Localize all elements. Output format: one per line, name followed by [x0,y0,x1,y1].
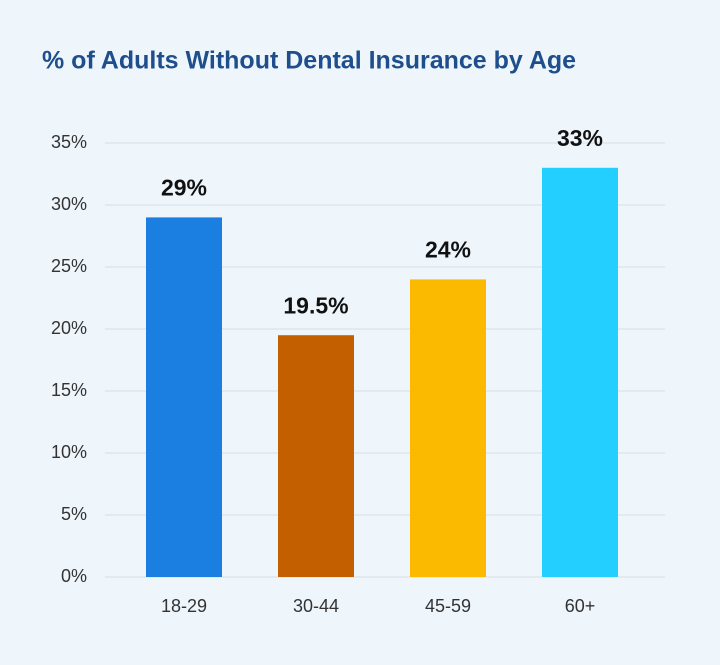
bar [410,279,486,577]
bar [146,217,222,577]
y-tick-label: 35% [51,132,87,152]
x-tick-label: 60+ [565,596,596,616]
value-label: 29% [161,174,207,200]
y-tick-label: 0% [61,566,87,586]
x-tick-label: 18-29 [161,596,207,616]
y-tick-label: 30% [51,194,87,214]
value-label: 33% [557,125,603,151]
bar [542,167,618,578]
y-tick-label: 15% [51,380,87,400]
value-label: 24% [425,236,471,262]
y-tick-label: 20% [51,318,87,338]
chart-title: % of Adults Without Dental Insurance by … [42,47,576,75]
y-tick-label: 25% [51,256,87,276]
bar [278,335,354,577]
x-tick-label: 30-44 [293,596,339,616]
y-tick-label: 5% [61,504,87,524]
y-tick-label: 10% [51,442,87,462]
x-tick-label: 45-59 [425,596,471,616]
value-label: 19.5% [283,292,348,318]
